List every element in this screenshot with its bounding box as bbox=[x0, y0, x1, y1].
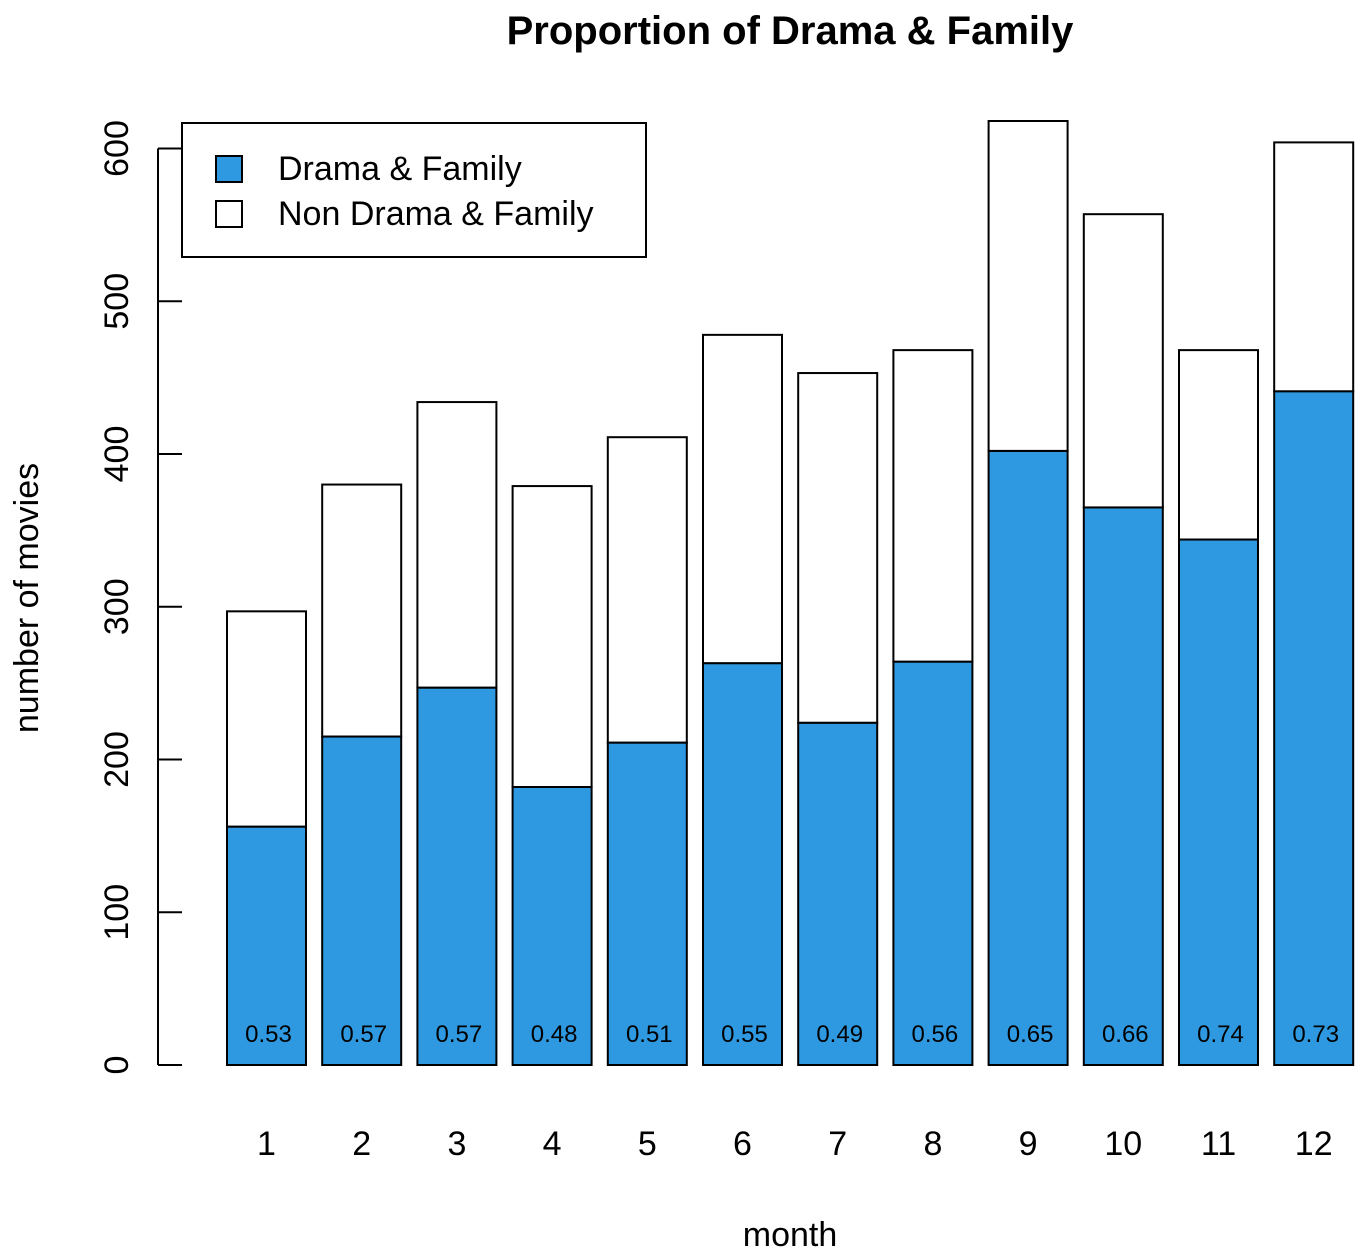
bars-group bbox=[226, 120, 1355, 1067]
bar-labels-group: 0.53 0.57 0.57 0.48 0.51 0.55 0.49 0.56 0.65 0.66… bbox=[245, 1021, 1339, 1048]
legend-label-drama-family: Drama & Family bbox=[278, 150, 522, 188]
bar-proportion-label: 0.57 bbox=[436, 1021, 483, 1048]
bar-proportion-label: 0.55 bbox=[721, 1021, 768, 1048]
bar-non-drama-family bbox=[1082, 213, 1164, 509]
bar-drama-family bbox=[1178, 538, 1259, 1066]
bar-proportion-label: 0.49 bbox=[816, 1021, 863, 1048]
bar-proportion-label: 0.56 bbox=[912, 1021, 959, 1048]
chart-title: Proportion of Drama & Family bbox=[507, 9, 1074, 53]
bar-drama-family bbox=[892, 660, 974, 1066]
y-tick-label: 400 bbox=[98, 426, 136, 483]
x-tick-label: 10 bbox=[1104, 1125, 1142, 1163]
bar-proportion-label: 0.74 bbox=[1197, 1021, 1244, 1048]
bar-non-drama-family bbox=[226, 610, 307, 828]
bar-proportion-label: 0.53 bbox=[245, 1021, 292, 1048]
x-tick-label: 4 bbox=[543, 1125, 562, 1163]
bar-proportion-label: 0.66 bbox=[1102, 1021, 1149, 1048]
x-tick-label: 8 bbox=[923, 1125, 942, 1163]
x-tick-label: 12 bbox=[1295, 1125, 1333, 1163]
bar-non-drama-family bbox=[416, 401, 498, 689]
y-tick-label: 600 bbox=[98, 120, 136, 177]
y-tick-label: 100 bbox=[98, 884, 136, 941]
bar-proportion-label: 0.65 bbox=[1007, 1021, 1054, 1048]
bar-non-drama-family bbox=[511, 485, 593, 788]
x-tick-label: 1 bbox=[257, 1125, 276, 1163]
bar-non-drama-family bbox=[987, 120, 1069, 452]
x-tick-label: 7 bbox=[828, 1125, 847, 1163]
y-axis-label: number of movies bbox=[8, 463, 46, 733]
legend-swatch-drama-family bbox=[215, 155, 243, 183]
bar-proportion-label: 0.57 bbox=[340, 1021, 387, 1048]
y-axis: 0 100 200 300 400 500 600 bbox=[98, 120, 182, 1074]
bar-drama-family bbox=[226, 825, 307, 1067]
bar-non-drama-family bbox=[321, 483, 403, 738]
x-tick-label: 6 bbox=[733, 1125, 752, 1163]
bar-non-drama-family bbox=[606, 436, 688, 744]
legend-swatch-non-drama-family bbox=[215, 200, 243, 228]
bar-drama-family bbox=[1082, 506, 1164, 1066]
bar-drama-family bbox=[702, 662, 783, 1067]
x-tick-labels: 1 2 3 4 5 6 7 8 9 10 11 12 bbox=[257, 1125, 1333, 1163]
y-tick-label: 0 bbox=[98, 1056, 136, 1075]
bar-non-drama-family bbox=[1178, 349, 1259, 541]
y-tick-label: 200 bbox=[98, 731, 136, 788]
x-axis-label: month bbox=[743, 1216, 838, 1254]
y-tick-label: 500 bbox=[98, 273, 136, 330]
x-tick-label: 5 bbox=[638, 1125, 657, 1163]
legend-label-non-drama-family: Non Drama & Family bbox=[278, 195, 594, 233]
bar-drama-family bbox=[1273, 390, 1355, 1066]
bar-proportion-label: 0.51 bbox=[626, 1021, 673, 1048]
bar-drama-family bbox=[511, 785, 593, 1066]
bar-non-drama-family bbox=[892, 349, 974, 663]
bar-proportion-label: 0.48 bbox=[531, 1021, 578, 1048]
bar-drama-family bbox=[987, 449, 1069, 1066]
bar-non-drama-family bbox=[1273, 141, 1355, 393]
bar-drama-family bbox=[606, 741, 688, 1066]
bar-non-drama-family bbox=[797, 372, 879, 724]
bar-drama-family bbox=[797, 721, 879, 1067]
x-tick-label: 2 bbox=[352, 1125, 371, 1163]
x-tick-label: 3 bbox=[447, 1125, 466, 1163]
x-tick-label: 9 bbox=[1019, 1125, 1038, 1163]
legend-box bbox=[181, 122, 647, 258]
bar-non-drama-family bbox=[702, 333, 783, 665]
legend: Drama & Family Non Drama & Family bbox=[181, 122, 647, 258]
y-tick-label: 300 bbox=[98, 578, 136, 635]
bar-proportion-label: 0.73 bbox=[1292, 1021, 1339, 1048]
x-tick-label: 11 bbox=[1201, 1125, 1236, 1163]
bar-drama-family bbox=[416, 686, 498, 1067]
bar-drama-family bbox=[321, 735, 403, 1067]
